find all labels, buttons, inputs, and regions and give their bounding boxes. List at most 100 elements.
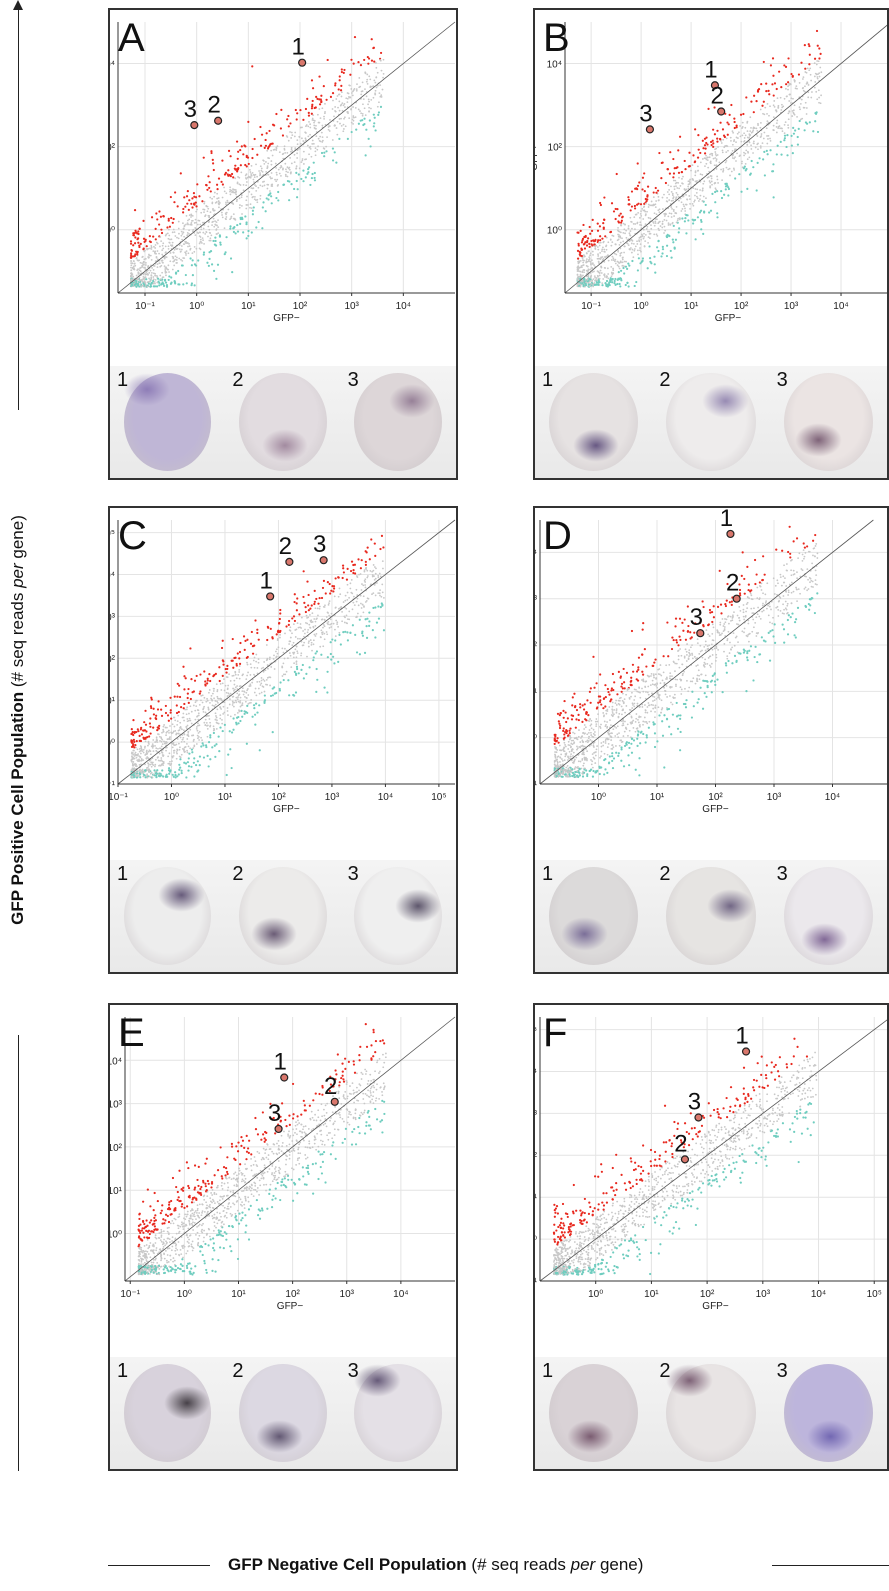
data-point [599, 725, 601, 728]
data-point [346, 622, 349, 625]
data-point [729, 174, 731, 177]
data-point [240, 709, 243, 712]
data-point [219, 714, 222, 717]
y-tick-label: 10⁰ [547, 226, 562, 237]
x-tick-label: 10⁰ [634, 301, 649, 312]
data-point [307, 604, 310, 607]
data-point [748, 156, 751, 159]
data-point [151, 267, 153, 269]
data-point [661, 226, 664, 229]
data-point [356, 83, 358, 86]
data-point [212, 217, 215, 220]
data-point [701, 189, 704, 192]
data-point [221, 729, 224, 733]
data-point [185, 214, 188, 217]
data-point [710, 143, 713, 147]
data-point [146, 773, 149, 776]
data-point [140, 752, 142, 755]
data-point [304, 610, 307, 614]
data-point [140, 266, 142, 269]
data-point [775, 122, 778, 125]
data-point [207, 214, 210, 217]
data-point [619, 269, 623, 272]
data-point [346, 631, 349, 634]
data-point [588, 225, 591, 229]
data-point [310, 155, 313, 158]
data-point [236, 223, 239, 227]
data-point [270, 202, 273, 205]
data-point [221, 183, 224, 186]
data-point [707, 176, 710, 179]
data-point [174, 272, 178, 275]
data-point [775, 131, 778, 134]
data-point [359, 594, 362, 597]
data-point [638, 239, 640, 242]
data-point [217, 232, 220, 235]
data-point [156, 769, 159, 772]
data-point [170, 244, 172, 247]
data-point [310, 643, 313, 646]
data-point [354, 633, 357, 637]
data-point [336, 623, 339, 625]
data-point [206, 724, 208, 727]
data-point [633, 284, 636, 288]
data-point [609, 277, 612, 280]
data-point [350, 591, 353, 594]
data-point [172, 251, 175, 254]
data-point [289, 636, 292, 639]
data-point [332, 590, 335, 593]
data-point [599, 241, 602, 244]
panel-label: C [118, 514, 147, 558]
data-point [164, 775, 168, 778]
data-point [218, 697, 220, 700]
data-point [636, 203, 639, 206]
data-point [176, 752, 178, 755]
data-point [295, 179, 298, 183]
data-point [199, 238, 202, 241]
data-point [260, 677, 263, 679]
data-point [352, 569, 355, 572]
data-point [616, 264, 619, 267]
data-point [263, 661, 266, 663]
data-point [740, 162, 743, 165]
data-point [155, 736, 158, 739]
data-point [305, 638, 308, 640]
data-point [672, 224, 675, 227]
data-point [172, 228, 175, 231]
data-point [172, 260, 175, 263]
data-point [667, 215, 670, 218]
data-point [599, 269, 602, 272]
data-point [336, 621, 339, 624]
data-point [624, 223, 626, 226]
data-point [605, 283, 608, 286]
data-point [743, 140, 746, 142]
data-point [331, 92, 335, 95]
data-point [183, 688, 186, 691]
data-point [150, 696, 153, 699]
data-point [637, 257, 640, 260]
data-point [783, 134, 787, 137]
data-point [160, 714, 164, 718]
data-point [748, 133, 751, 136]
data-point [746, 652, 749, 655]
data-point [357, 604, 360, 607]
data-point [817, 60, 820, 63]
data-point [658, 714, 661, 717]
data-point [355, 575, 358, 577]
data-point [320, 131, 323, 134]
data-point [782, 575, 785, 578]
embryo-label: 2 [659, 369, 671, 391]
data-point [211, 197, 213, 200]
data-point [190, 213, 193, 216]
gene-annotation-label: 3 [313, 531, 326, 558]
data-point [232, 687, 235, 690]
data-point [756, 597, 759, 600]
data-point [280, 166, 283, 168]
data-point [591, 250, 594, 253]
data-point [579, 277, 582, 280]
data-point [130, 269, 133, 272]
data-point [311, 612, 314, 615]
data-point [154, 244, 157, 246]
data-point [601, 250, 603, 253]
data-point [305, 672, 308, 675]
